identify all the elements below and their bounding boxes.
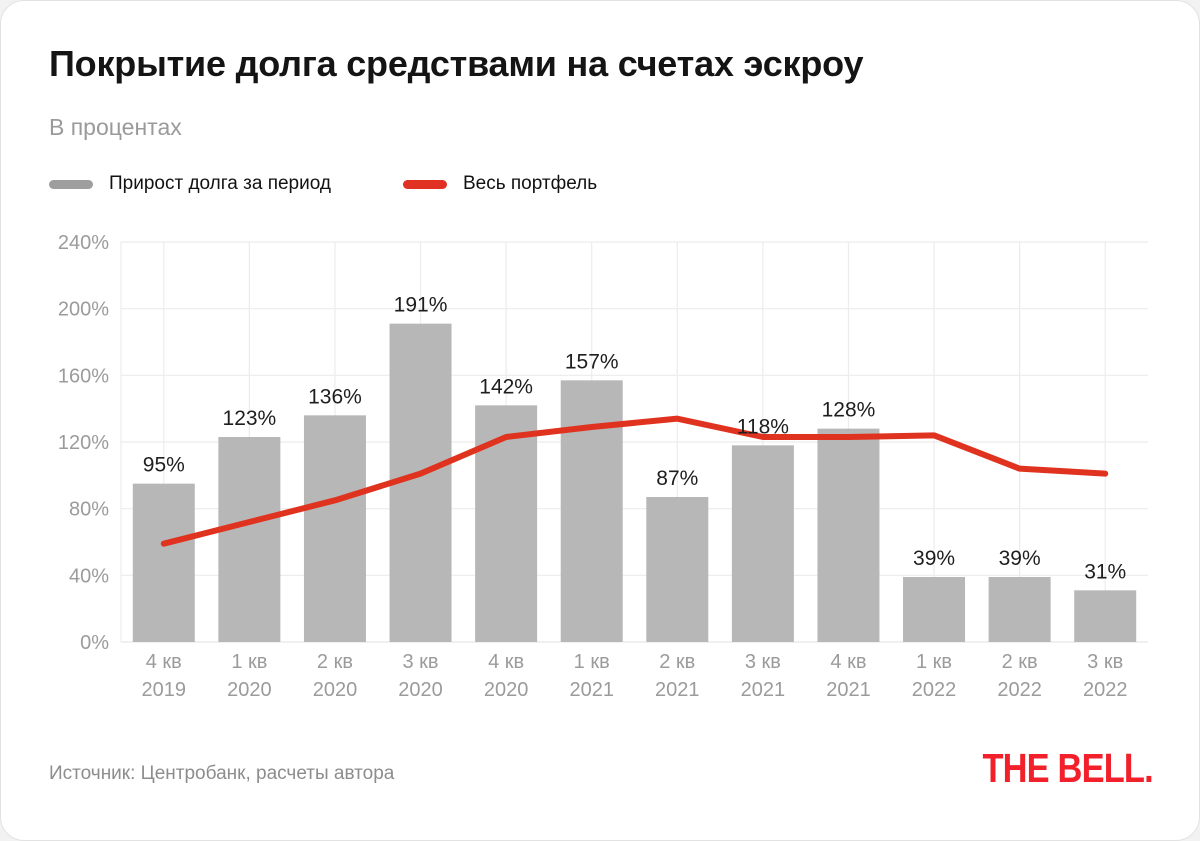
svg-text:3 кв: 3 кв (403, 651, 439, 673)
svg-text:136%: 136% (308, 385, 362, 408)
legend-label: Прирост долга за период (109, 173, 331, 194)
legend-item-bars: Прирост долга за период (49, 173, 331, 195)
svg-text:4 кв: 4 кв (488, 651, 524, 673)
svg-text:240%: 240% (58, 232, 109, 254)
svg-text:142%: 142% (479, 375, 533, 398)
svg-text:2 кв: 2 кв (317, 651, 353, 673)
svg-text:128%: 128% (822, 399, 876, 422)
svg-text:2022: 2022 (1083, 679, 1128, 701)
svg-text:1 кв: 1 кв (916, 651, 952, 673)
svg-text:123%: 123% (223, 407, 277, 430)
svg-text:2 кв: 2 кв (659, 651, 695, 673)
chart-area: 0% 40% 80% 120% 160% 200% 240% 95% 123% 136% 191% 1… (41, 231, 1161, 709)
svg-text:2019: 2019 (142, 679, 187, 701)
legend-item-line: Весь портфель (402, 173, 598, 195)
svg-text:1 кв: 1 кв (231, 651, 267, 673)
svg-text:2020: 2020 (313, 679, 358, 701)
svg-text:2022: 2022 (997, 679, 1042, 701)
svg-text:2020: 2020 (227, 679, 272, 701)
bar-series-swatch-icon (49, 179, 93, 189)
escrow-coverage-chart: 0% 40% 80% 120% 160% 200% 240% 95% 123% 136% 191% 1… (58, 232, 1148, 701)
svg-text:40%: 40% (69, 565, 109, 587)
chart-legend: Прирост долга за период Весь портфель (49, 173, 597, 195)
svg-text:3 кв: 3 кв (1087, 651, 1123, 673)
svg-text:2021: 2021 (826, 679, 871, 701)
svg-text:2022: 2022 (912, 679, 957, 701)
svg-text:0%: 0% (80, 632, 109, 654)
svg-text:1 кв: 1 кв (574, 651, 610, 673)
svg-text:2021: 2021 (741, 679, 786, 701)
chart-subtitle: В процентах (49, 114, 182, 140)
svg-text:95%: 95% (143, 454, 185, 477)
svg-text:39%: 39% (999, 547, 1041, 570)
svg-text:4 кв: 4 кв (830, 651, 866, 673)
svg-text:39%: 39% (913, 547, 955, 570)
svg-text:191%: 191% (394, 294, 448, 317)
source-note: Источник: Центробанк, расчеты автора (49, 763, 395, 784)
page-title: Покрытие долга средствами на счетах эскр… (49, 43, 864, 84)
line-series-swatch-icon (402, 179, 447, 189)
svg-text:80%: 80% (69, 499, 109, 521)
svg-text:118%: 118% (737, 415, 789, 438)
svg-text:4 кв: 4 кв (146, 651, 182, 673)
svg-text:157%: 157% (565, 350, 619, 373)
svg-text:2020: 2020 (484, 679, 529, 701)
svg-text:2021: 2021 (655, 679, 700, 701)
svg-text:31%: 31% (1084, 560, 1126, 583)
svg-text:200%: 200% (58, 299, 109, 321)
the-bell-logo: THE BELL. (982, 745, 1154, 791)
svg-text:120%: 120% (58, 432, 109, 454)
svg-text:160%: 160% (58, 365, 109, 387)
svg-text:2 кв: 2 кв (1002, 651, 1038, 673)
svg-text:2021: 2021 (569, 679, 614, 701)
svg-text:3 кв: 3 кв (745, 651, 781, 673)
legend-label: Весь портфель (462, 173, 598, 194)
svg-text:87%: 87% (656, 467, 698, 490)
svg-text:2020: 2020 (398, 679, 443, 701)
